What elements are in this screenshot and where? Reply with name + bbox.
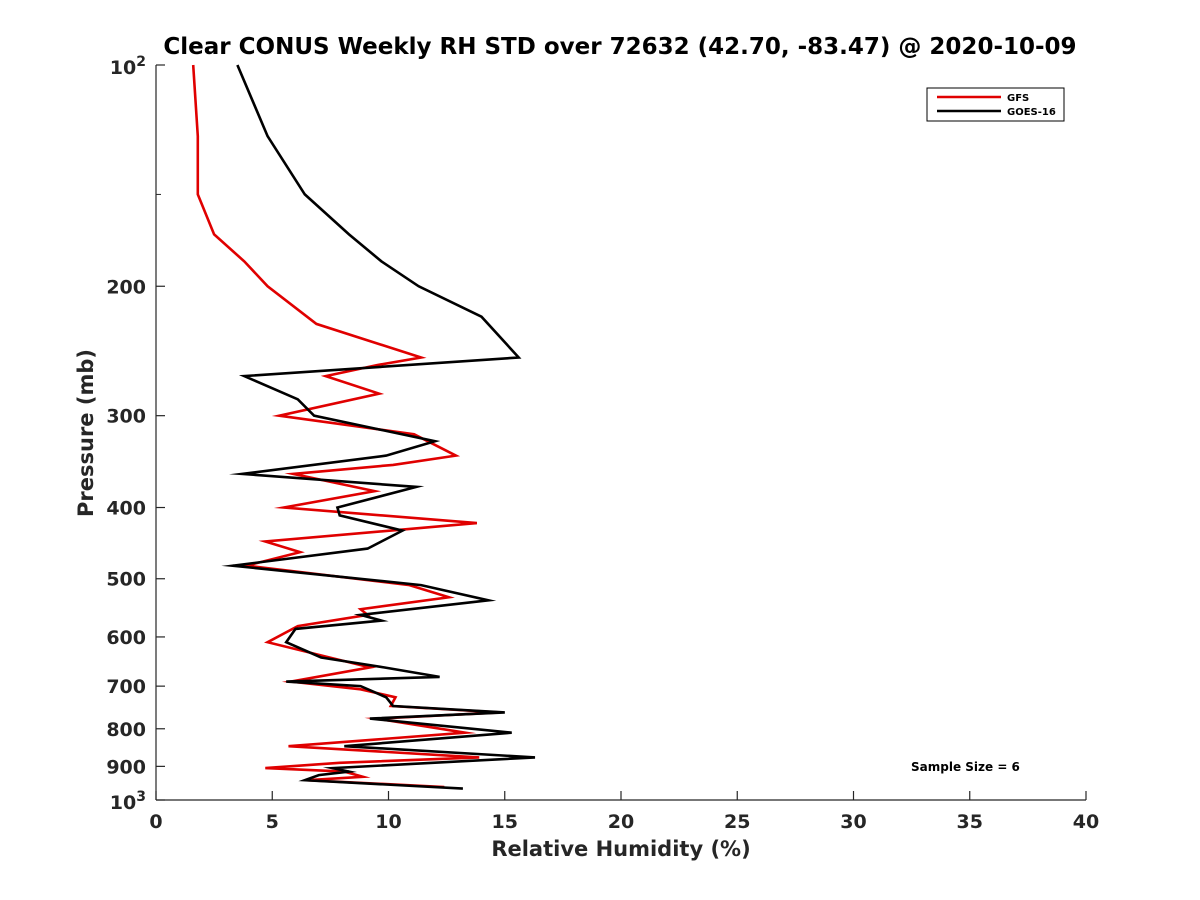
y-tick-label: 400	[106, 498, 146, 520]
x-tick-label: 25	[724, 811, 750, 833]
x-tick-label: 10	[375, 811, 401, 833]
y-axis-label: Pressure (mb)	[74, 349, 98, 517]
y-tick-label: 900	[106, 756, 146, 778]
x-axis-label: Relative Humidity (%)	[491, 837, 750, 861]
legend-box	[926, 87, 1065, 122]
legend-label-gfs: GFS	[1007, 93, 1029, 104]
y-tick-label: 500	[106, 569, 146, 591]
x-ticks: 0 5 10 15 20 25 30 35 40	[149, 791, 1099, 833]
y-tick-label: 103	[110, 789, 146, 814]
y-tick-label: 600	[106, 627, 146, 649]
x-tick-label: 30	[840, 811, 866, 833]
y-tick-label: 200	[106, 276, 146, 298]
series-line-goes16	[221, 64, 536, 790]
plot-area	[156, 65, 1086, 800]
y-tick-label: 800	[106, 719, 146, 741]
y-tick-label: 700	[106, 676, 146, 698]
y-tick-label: 102	[110, 54, 146, 79]
legend-label-goes16: GOES-16	[1007, 107, 1056, 118]
chart-title: Clear CONUS Weekly RH STD over 72632 (42…	[163, 34, 1076, 60]
y-tick-label: 300	[106, 406, 146, 428]
x-tick-label: 0	[149, 811, 162, 833]
x-tick-label: 5	[266, 811, 279, 833]
x-tick-label: 40	[1073, 811, 1099, 833]
legend: GFS GOES-16	[926, 87, 1065, 122]
x-tick-label: 20	[608, 811, 634, 833]
sample-size-annotation: Sample Size = 6	[911, 760, 1020, 774]
y-ticks: 102 200 300 400 500 600 700 800 900 103	[106, 54, 165, 814]
series-layer	[191, 64, 536, 790]
x-tick-label: 15	[492, 811, 518, 833]
x-tick-label: 35	[957, 811, 983, 833]
